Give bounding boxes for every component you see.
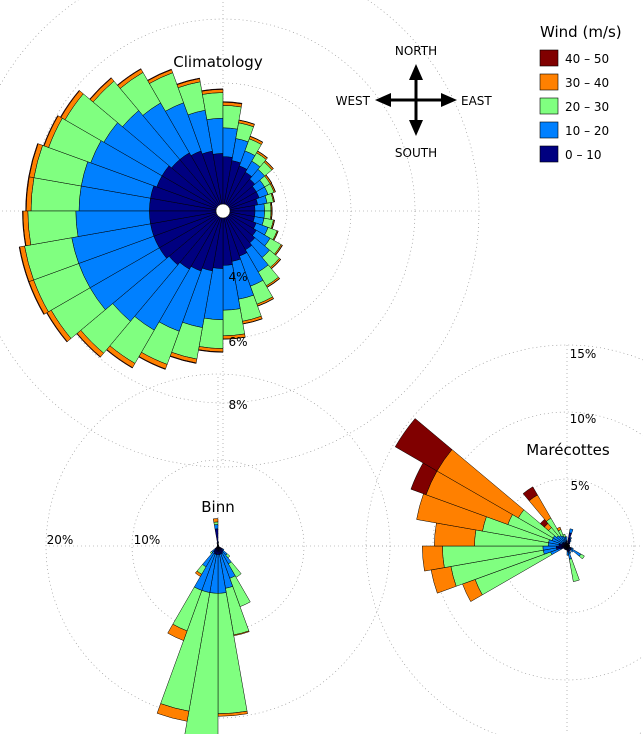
rose-binn-wedge-355-bin3 (212, 518, 219, 523)
rose-marecottes-wedge-125-bin1 (570, 548, 582, 557)
compass-south-label: SOUTH (395, 146, 437, 160)
rose-binn-wedge-225-bin2 (209, 551, 213, 555)
rose-binn-wedge-195-bin3 (156, 703, 190, 722)
rose-climatology-wedge-85-bin2 (263, 202, 272, 212)
rose-binn-wedge-215-bin3 (194, 570, 203, 577)
rose-marecottes-wedge-305-bin4 (394, 418, 453, 472)
rose-marecottes-ring-label-5: 5% (570, 479, 589, 493)
rose-climatology-wedge-265-bin4 (22, 210, 27, 247)
rose-marecottes: Marécottes 5% 10% 15% (365, 344, 643, 734)
rose-climatology-grid-ring (0, 0, 480, 468)
rose-marecottes-wedge-15-bin1 (569, 528, 574, 534)
rose-climatology-wedge-355-bin4 (201, 88, 224, 92)
rose-marecottes-wedge-35-bin1 (569, 539, 572, 543)
rose-binn-wedges (156, 518, 251, 734)
rose-climatology-wedge-65-bin4 (270, 182, 276, 193)
rose-climatology-title: Climatology (173, 53, 263, 71)
rose-climatology-ring-label-8: 8% (228, 398, 247, 412)
rose-binn: Binn 10% 20% (45, 373, 391, 734)
rose-climatology-wedge-55-bin4 (265, 174, 273, 184)
legend-swatch (539, 97, 559, 115)
rose-marecottes-ring-label-15: 15% (570, 347, 597, 361)
rose-marecottes-wedge-265-bin3 (422, 545, 445, 572)
rose-climatology-center-hole (215, 203, 231, 219)
legend-label: 10 – 20 (565, 124, 609, 138)
compass: NORTH SOUTH WEST EAST (336, 44, 493, 160)
rose-climatology-wedge-335-bin4 (147, 68, 172, 82)
rose-binn-wedge-355-bin1 (214, 524, 219, 530)
rose-climatology-wedge-45-bin4 (264, 160, 274, 170)
rose-marecottes-wedges (394, 418, 585, 602)
rose-climatology-wedge-75-bin4 (271, 192, 275, 203)
rose-marecottes-title: Marécottes (526, 441, 610, 459)
rose-climatology-wedge-35-bin4 (257, 150, 268, 159)
rose-climatology-wedge-345-bin4 (176, 77, 200, 86)
legend-swatch (539, 145, 559, 163)
rose-climatology-wedge-15-bin4 (238, 119, 255, 125)
rose-climatology-wedge-25-bin4 (249, 135, 264, 143)
rose-climatology: Climatology 4% 6% 8% (0, 0, 480, 468)
rose-climatology-wedge-315-bin4 (89, 77, 112, 100)
rose-binn-wedge-205-bin3 (167, 623, 188, 641)
rose-binn-ring-label-20: 20% (47, 533, 74, 547)
legend-swatch (539, 49, 559, 67)
rose-marecottes-wedge-125-bin2 (578, 553, 585, 560)
legend-swatch (539, 121, 559, 139)
legend-label: 30 – 40 (565, 76, 609, 90)
rose-marecottes-grid-ring (499, 478, 635, 614)
legend-label: 20 – 30 (565, 100, 609, 114)
rose-binn-ring-label-10: 10% (134, 533, 161, 547)
rose-binn-wedge-185-bin2 (184, 592, 219, 734)
rose-climatology-wedge-95-bin2 (263, 210, 272, 220)
rose-climatology-wedge-5-bin4 (222, 101, 243, 105)
rose-climatology-ring-label-6: 6% (228, 335, 247, 349)
rose-marecottes-wedge-135-bin1 (570, 549, 574, 553)
rose-marecottes-wedge-165-bin1 (567, 551, 572, 560)
rose-marecottes-wedge-345-bin2 (562, 533, 566, 538)
rose-marecottes-ring-label-10: 10% (570, 412, 597, 426)
legend-title: Wind (m/s) (540, 23, 622, 41)
rose-climatology-wedge-255-bin4 (18, 246, 30, 283)
legend-label: 0 – 10 (565, 148, 602, 162)
rose-climatology-wedge-295-bin4 (43, 115, 59, 147)
legend-items: 40 – 50 30 – 40 20 – 30 10 – 20 0 – 10 (539, 49, 609, 163)
rose-climatology-wedge-325-bin4 (116, 68, 142, 86)
rose-marecottes-wedge-25-bin1 (569, 536, 573, 540)
rose-marecottes-wedge-165-bin2 (569, 558, 580, 582)
rose-climatology-ring-label-4: 4% (228, 270, 247, 284)
compass-arrows-icon (375, 64, 457, 136)
rose-climatology-wedge-285-bin4 (28, 143, 39, 178)
rose-marecottes-wedge-335-bin3 (556, 526, 562, 532)
rose-marecottes-wedge-175-bin1 (566, 551, 569, 556)
compass-east-label: EAST (461, 94, 492, 108)
rose-marecottes-wedge-325-bin4 (522, 486, 538, 502)
rose-binn-grid-ring (131, 459, 305, 633)
rose-marecottes-wedge-355-bin1 (565, 536, 568, 541)
compass-west-label: WEST (336, 94, 371, 108)
rose-binn-wedge-355-bin0 (214, 528, 219, 547)
legend-swatch (539, 73, 559, 91)
rose-climatology-wedge-305-bin4 (59, 89, 80, 118)
compass-north-label: NORTH (395, 44, 437, 58)
rose-binn-title: Binn (201, 498, 234, 516)
legend: Wind (m/s) 40 – 50 30 – 40 20 – 30 10 – 20 0… (539, 23, 622, 163)
legend-label: 40 – 50 (565, 52, 609, 66)
rose-climatology-wedges (18, 68, 283, 370)
